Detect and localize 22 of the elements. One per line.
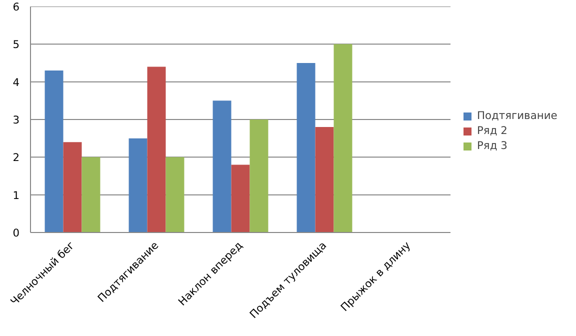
y-tick-label: 1: [12, 188, 20, 202]
y-tick-label: 5: [12, 38, 20, 52]
bar: [166, 157, 184, 232]
legend-label: Ряд 2: [477, 124, 508, 137]
bar: [82, 157, 100, 232]
y-tick-label: 6: [12, 0, 20, 14]
bar: [250, 120, 268, 232]
bar: [44, 70, 64, 232]
bar: [296, 63, 316, 232]
bar: [128, 138, 148, 232]
legend-label: Ряд 3: [477, 139, 508, 152]
bar: [147, 66, 166, 232]
y-tick-label: 0: [12, 226, 20, 240]
bar: [231, 164, 250, 232]
bar: [334, 44, 352, 232]
y-tick-label: 4: [12, 76, 20, 89]
bar: [315, 127, 334, 232]
bar: [212, 100, 232, 232]
legend-label: Подтягивание: [477, 109, 558, 122]
y-tick-label: 2: [12, 151, 20, 164]
y-tick-label: 3: [12, 114, 20, 126]
bar: [63, 142, 82, 232]
